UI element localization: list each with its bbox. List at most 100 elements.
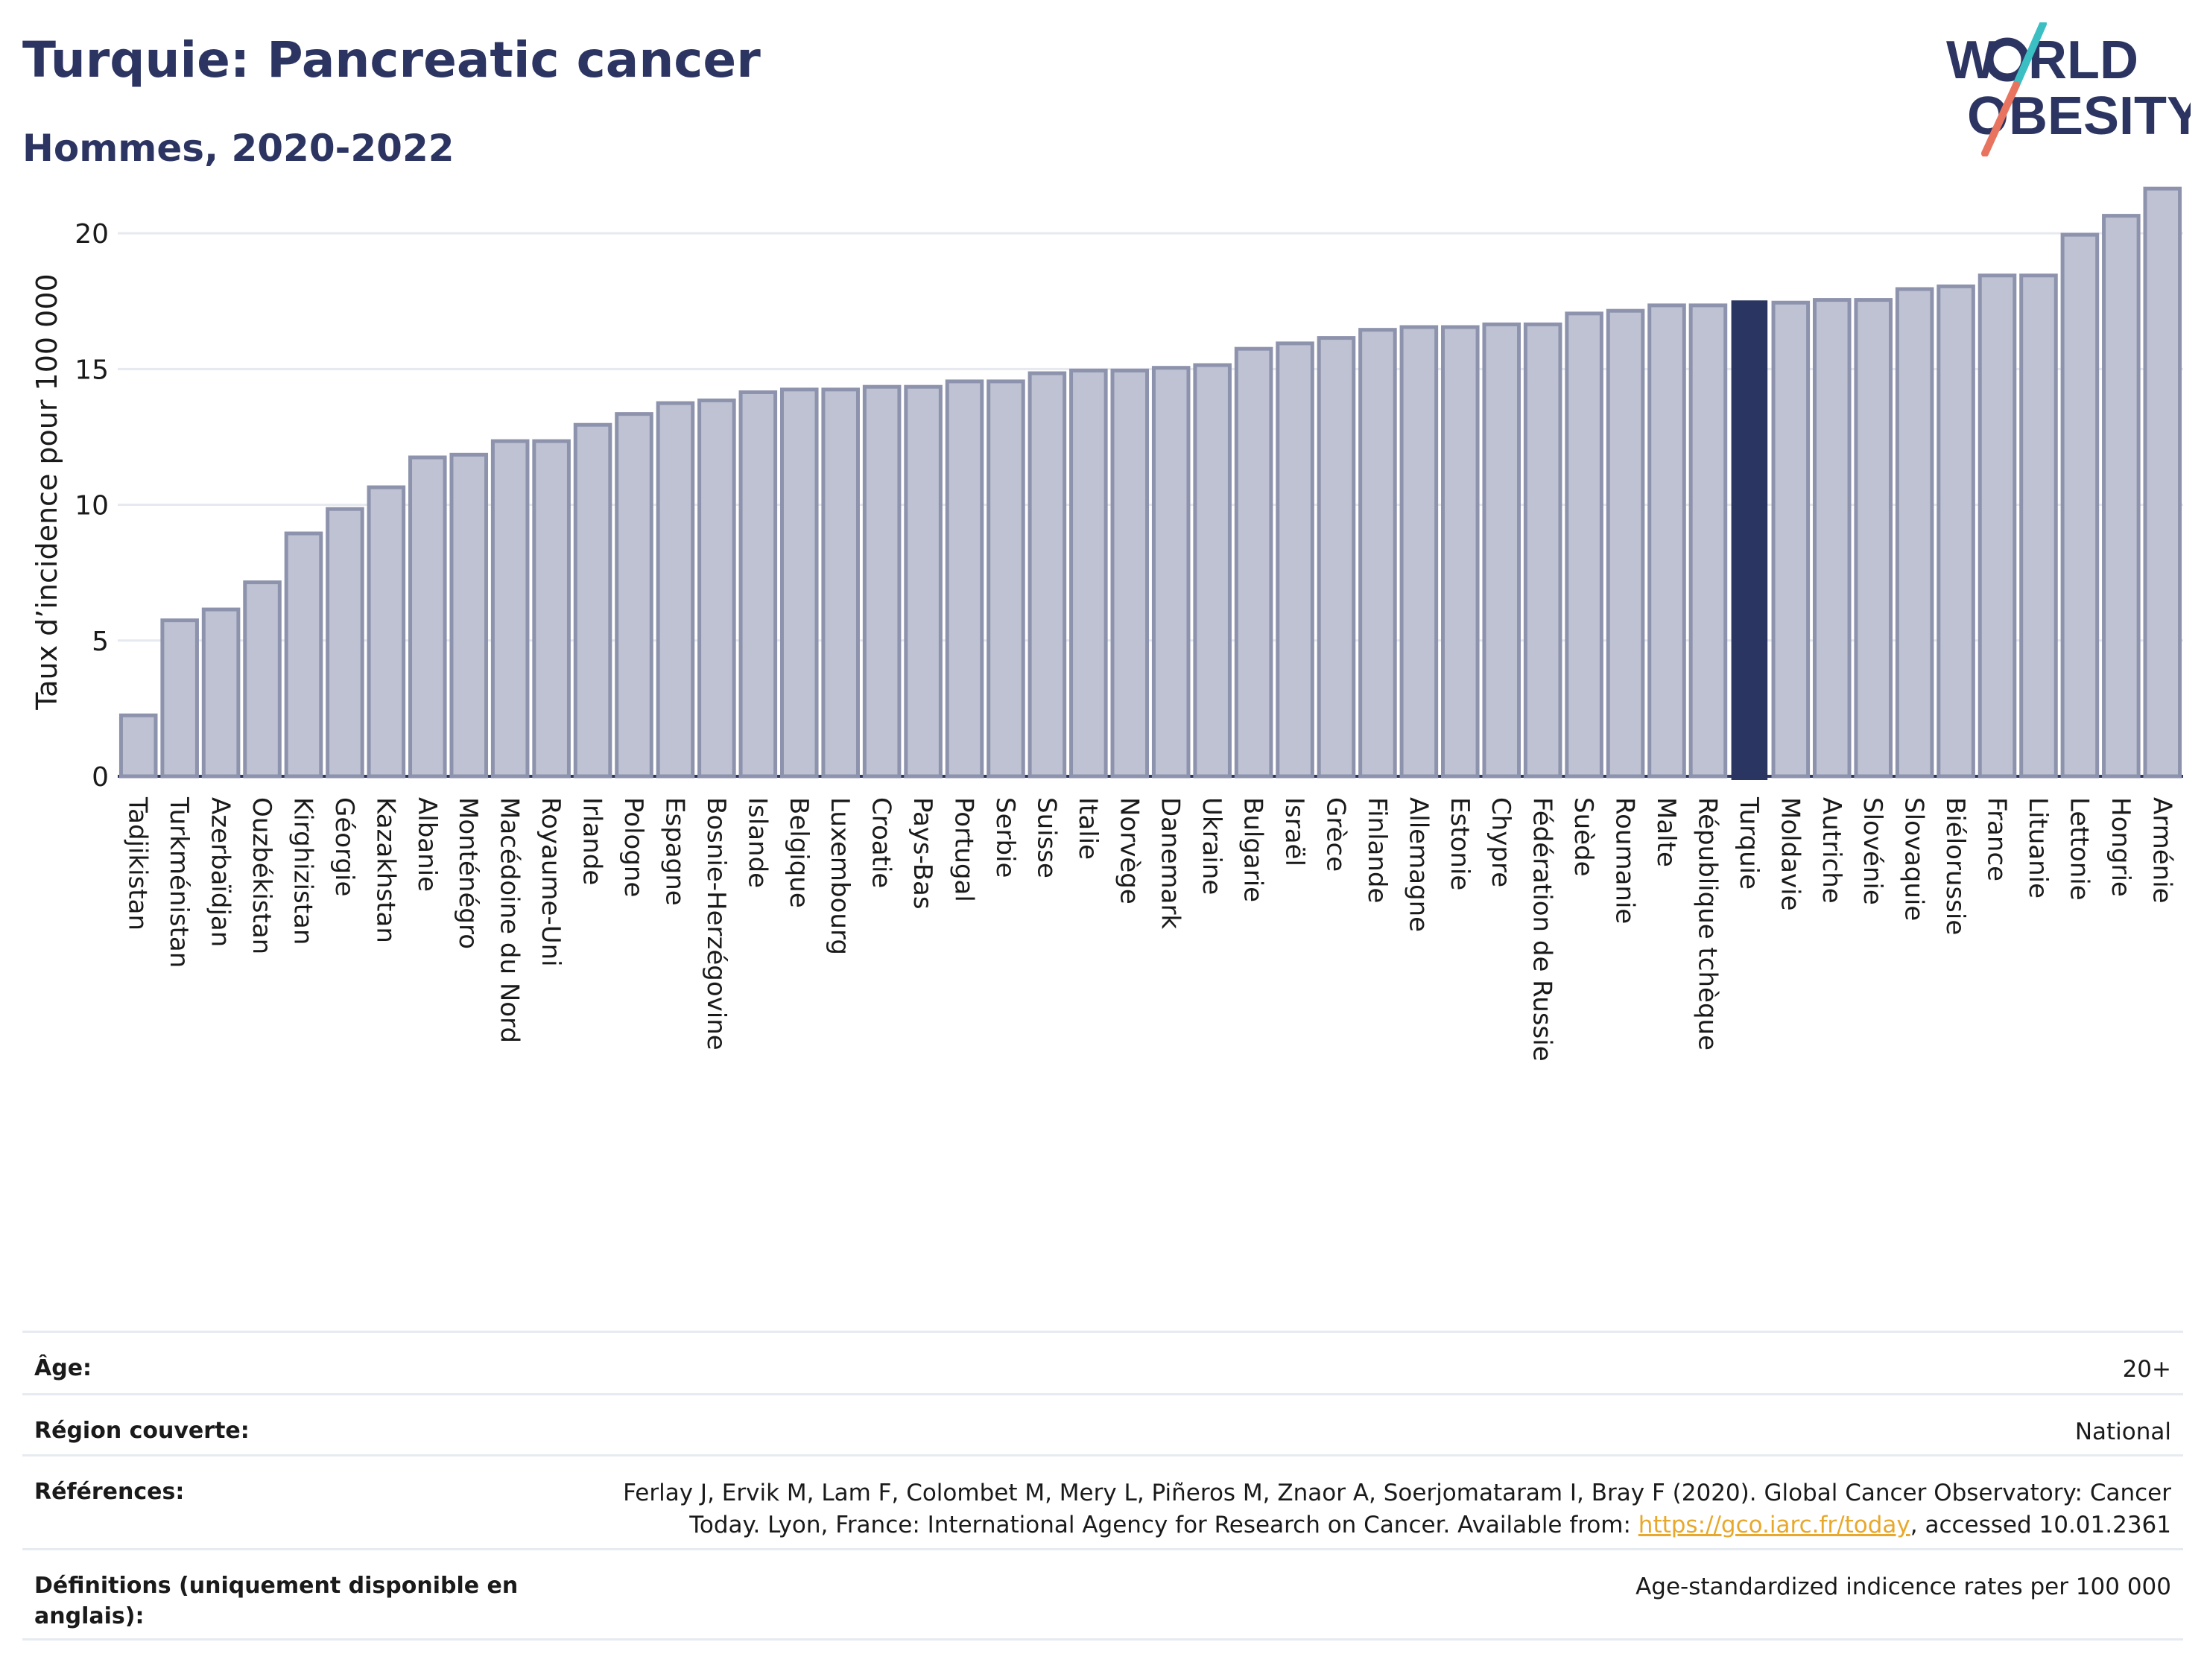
x-tick-label: Tadjikistan (123, 796, 153, 931)
x-tick-label: Croatie (867, 797, 896, 888)
references-text-3: , accessed 10.01.2361 (1910, 1512, 2171, 1539)
logo-slash-teal (2013, 22, 2047, 89)
y-tick-label: 0 (92, 762, 109, 793)
y-tick-labels: 0 5 10 15 20 (75, 219, 109, 793)
bar (862, 384, 902, 779)
world-obesity-logo: W RLD OBESITY (1946, 22, 2191, 156)
bar (987, 379, 1025, 779)
logo-world-rest: RLD (2028, 31, 2138, 90)
x-tick-label: Albanie (412, 797, 442, 892)
bar (1027, 371, 1067, 779)
definitions-value: Age-standardized indicence rates per 100… (1635, 1573, 2171, 1600)
bar (1276, 341, 1314, 779)
x-tick-label: Fédération de Russie (1527, 797, 1557, 1062)
x-tick-label: Serbie (990, 797, 1020, 878)
x-tick-label: Suède (1568, 797, 1598, 877)
x-tick-label: France (1982, 797, 2012, 881)
chart-title: Turquie: Pancreatic cancer (22, 31, 761, 89)
x-tick-label: Luxembourg (825, 797, 855, 955)
x-tick-label: Azerbaïdjan (206, 797, 235, 947)
bar (408, 455, 447, 779)
x-tick-label: Ukraine (1197, 797, 1226, 895)
y-tick-label: 20 (75, 219, 109, 250)
bar (118, 713, 158, 779)
logo-slash-coral (1981, 81, 2020, 156)
x-tick-label: Turkménistan (164, 796, 194, 968)
x-tick-label: Roumanie (1610, 797, 1640, 924)
x-tick-label: Irlande (577, 797, 607, 885)
region-value: National (2074, 1419, 2171, 1445)
x-tick-label: Espagne (659, 797, 689, 906)
x-tick-label: Estonie (1445, 797, 1475, 890)
bar (2143, 186, 2182, 779)
bar (1812, 298, 1852, 779)
x-tick-label: Kirghizistan (288, 797, 317, 945)
x-tick-label: Allemagne (1403, 797, 1433, 932)
age-label: Âge: (34, 1355, 92, 1381)
bars (118, 186, 2182, 780)
chart-subtitle: Hommes, 2020-2022 (22, 127, 455, 170)
bar (945, 379, 984, 779)
x-tick-label: Suisse (1031, 797, 1061, 878)
x-tick-label: Lituanie (2023, 797, 2053, 898)
info-row-region: Région couverte: National (22, 1393, 2183, 1454)
bar (532, 439, 571, 779)
x-tick-label: Géorgie (329, 797, 359, 896)
references-text-1: Ferlay J, Ervik M, Lam F, Colombet M, Me… (623, 1480, 2171, 1506)
bar (160, 618, 199, 779)
bar (1399, 325, 1439, 779)
x-tick-label: Bulgarie (1238, 797, 1268, 902)
x-tick-label: Slovaquie (1899, 797, 1929, 921)
bar (1977, 273, 2017, 779)
x-tick-label: Kazakhstan (370, 797, 400, 943)
y-tick-label: 15 (75, 355, 109, 385)
x-tick-labels: Tadjikistan Turkménistan Azerbaïdjan Ouzbék… (123, 796, 2177, 1062)
bar (1523, 322, 1562, 779)
bar (615, 412, 653, 779)
x-tick-label: Royaume-Uni (536, 797, 566, 967)
x-tick-label: Grèce (1320, 797, 1350, 872)
x-tick-label: Autriche (1817, 797, 1846, 904)
x-tick-label: Danemark (1156, 797, 1185, 929)
x-tick-label: Norvège (1114, 797, 1144, 904)
info-row-age: Âge: 20+ (22, 1331, 2183, 1393)
bar-highlight (1731, 300, 1768, 780)
bar (1895, 287, 1934, 779)
x-tick-label: Macédoine du Nord (495, 797, 525, 1043)
y-tick-label: 5 (92, 627, 109, 657)
x-tick-label: Bosnie-Herzégovine (701, 797, 731, 1050)
definitions-label: Définitions (uniquement disponible en an… (34, 1573, 519, 1629)
references-value: Ferlay J, Ervik M, Lam F, Colombet M, Me… (623, 1477, 2171, 1542)
bar (1937, 284, 1975, 779)
bar (243, 580, 282, 779)
bar (1317, 336, 1356, 779)
references-text-2: Today. Lyon, France: International Agenc… (689, 1512, 1638, 1539)
bar (1069, 368, 1108, 779)
bar (1771, 300, 1811, 779)
bar (1110, 368, 1150, 779)
bar-chart: 0 5 10 15 20 Tadjikistan Turkménistan Azerbaïd… (31, 186, 2183, 1062)
bar (490, 439, 530, 779)
bar (2060, 232, 2100, 779)
bar (1151, 366, 1191, 779)
bar (1358, 328, 1397, 779)
info-row-references: Références: Ferlay J, Ervik M, Lam F, Co… (22, 1454, 2183, 1548)
x-tick-label: Belgique (784, 797, 814, 908)
x-tick-label: Lettonie (2064, 797, 2094, 901)
bar (1565, 311, 1603, 779)
references-label: Références: (34, 1479, 185, 1505)
x-tick-label: Turquie (1734, 796, 1764, 890)
bar (2102, 214, 2141, 779)
info-row-definitions: Définitions (uniquement disponible en an… (22, 1548, 2183, 1641)
region-label: Région couverte: (34, 1418, 250, 1444)
bar (904, 384, 943, 779)
bar (821, 387, 860, 779)
bar (1688, 303, 1728, 779)
x-tick-label: Hongrie (2106, 797, 2135, 897)
x-tick-label: Biélorussie (1940, 797, 1970, 935)
bar (573, 422, 612, 779)
y-tick-label: 10 (75, 491, 109, 522)
bar (779, 387, 819, 779)
bar (1482, 322, 1521, 779)
references-link[interactable]: https://gco.iarc.fr/today (1638, 1512, 1910, 1539)
